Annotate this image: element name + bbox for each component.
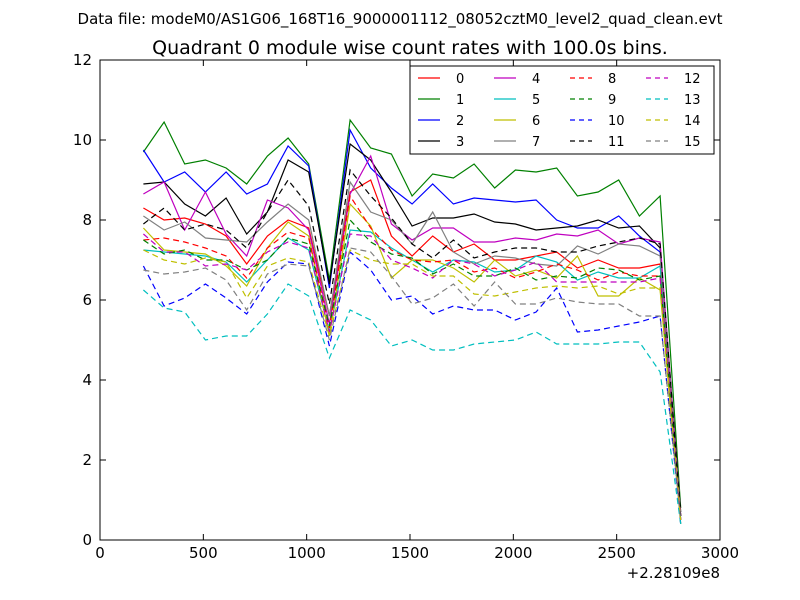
legend-label-4: 4: [532, 72, 540, 87]
legend-label-9: 9: [608, 93, 616, 108]
y-tick-label: 6: [82, 291, 92, 309]
series-line-14: [143, 249, 682, 521]
series-line-4: [143, 154, 682, 517]
series-line-0: [143, 179, 682, 517]
series-line-13: [143, 283, 682, 525]
series-line-9: [143, 218, 682, 521]
legend-frame: [409, 65, 715, 155]
x-tick-label: 1500: [391, 544, 429, 562]
x-axis-offset-label: +2.28109e8: [627, 564, 720, 582]
x-tick-label: 0: [95, 544, 105, 562]
x-tick-label: 500: [189, 544, 218, 562]
chart-title: Quadrant 0 module wise count rates with …: [152, 37, 668, 59]
legend-label-10: 10: [608, 114, 625, 129]
x-tick-label: 2000: [494, 544, 532, 562]
series-line-11: [143, 168, 682, 517]
axis-ticks: [99, 59, 721, 541]
legend-label-12: 12: [684, 72, 701, 87]
legend-label-7: 7: [532, 135, 540, 150]
y-tick-label: 4: [82, 371, 92, 389]
series-line-8: [143, 194, 682, 521]
legend-label-6: 6: [532, 114, 540, 129]
series-line-1: [142, 118, 682, 509]
series-line-12: [143, 233, 682, 521]
x-tick-label: 1000: [288, 544, 326, 562]
series-line-10: [142, 250, 682, 525]
y-tick-label: 12: [73, 51, 92, 69]
series-line-6: [142, 202, 682, 525]
x-tick-label: 2500: [598, 544, 636, 562]
legend-label-0: 0: [456, 72, 464, 87]
legend-label-3: 3: [456, 135, 464, 150]
y-tick-label: 0: [82, 531, 92, 549]
plot-lines: [142, 118, 682, 525]
legend-label-14: 14: [684, 114, 701, 129]
y-tick-label: 10: [73, 131, 92, 149]
legend-label-13: 13: [684, 93, 701, 108]
series-line-3: [143, 142, 682, 513]
y-tick-label: 8: [82, 211, 92, 229]
y-tick-label: 2: [82, 451, 92, 469]
legend-label-8: 8: [608, 72, 616, 87]
legend-label-1: 1: [456, 93, 464, 108]
x-tick-label: 3000: [701, 544, 739, 562]
legend-label-2: 2: [456, 114, 464, 129]
series-line-15: [143, 247, 682, 521]
legend-label-15: 15: [684, 135, 701, 150]
legend-label-5: 5: [532, 93, 540, 108]
legend-label-11: 11: [608, 135, 625, 150]
figure-suptitle: Data file: modeM0/AS1G06_168T16_90000011…: [78, 10, 723, 29]
series-line-2: [142, 128, 682, 521]
